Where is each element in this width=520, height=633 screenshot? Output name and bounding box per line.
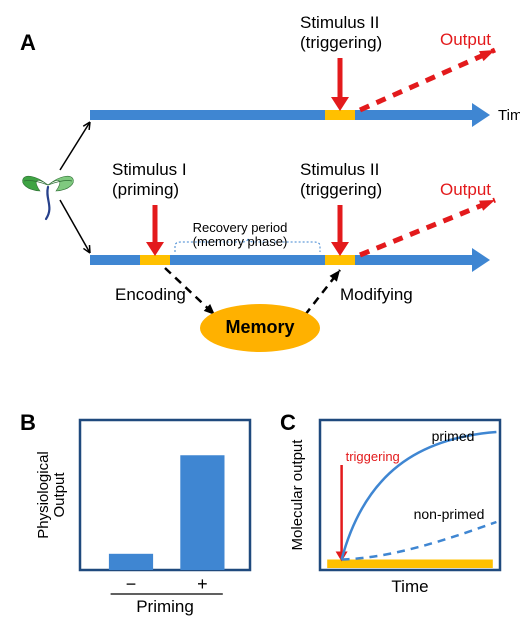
bar-1	[180, 455, 224, 570]
timeline-bottom	[90, 248, 490, 272]
nonprimed-label: non-primed	[414, 506, 485, 522]
label-stimulus-ii-top-1: Stimulus II	[300, 13, 379, 32]
label-encoding: Encoding	[115, 285, 186, 304]
label-memory: Memory	[225, 317, 294, 337]
panel-c-xlabel: Time	[391, 577, 428, 596]
label-modifying: Modifying	[340, 285, 413, 304]
label-stimulus-i-1: Stimulus I	[112, 160, 187, 179]
label-stimulus-i-2: (priming)	[112, 180, 179, 199]
label-stimulus-ii-bot-2: (triggering)	[300, 180, 382, 199]
stimulus-ii-top-arrow	[331, 58, 349, 111]
bar-label-1: +	[197, 574, 208, 594]
bar-label-0: −	[126, 574, 137, 594]
panel-b-ylabel-1: Output	[51, 472, 68, 518]
output-top-arrow	[360, 50, 495, 110]
stimulus-ii-bottom-arrow	[331, 205, 349, 256]
label-recovery-2: (memory phase)	[193, 234, 288, 249]
label-recovery-1: Recovery period	[193, 220, 288, 235]
label-stimulus-ii-bot-1: Stimulus II	[300, 160, 379, 179]
plant-icon	[23, 176, 74, 219]
stimulus-i-arrow	[146, 205, 164, 256]
panel-c-letter: C	[280, 410, 296, 435]
primed-label: primed	[432, 428, 475, 444]
label-stimulus-ii-top-2: (triggering)	[300, 33, 382, 52]
plant-to-bottom-arrow	[60, 200, 90, 253]
bar-0	[109, 554, 153, 570]
panel-b-chart: − + PhysiologicalOutput Priming	[35, 420, 250, 616]
timeline-top	[90, 103, 490, 127]
modifying-arrow	[305, 270, 340, 315]
label-output-bot: Output	[440, 180, 491, 199]
panel-b-letter: B	[20, 410, 36, 435]
panel-b-ylabel-0: Physiological	[35, 451, 52, 539]
panel-a-letter: A	[20, 30, 36, 55]
label-output-top: Output	[440, 30, 491, 49]
plant-to-top-arrow	[60, 122, 90, 170]
panel-c-chart: triggering primed non-primed Molecular outp…	[289, 420, 500, 596]
label-timeline: Timeline	[498, 107, 520, 124]
output-bottom-arrow	[360, 200, 495, 255]
panel-c-ylabel: Molecular output	[289, 439, 306, 551]
triggering-label: triggering	[346, 449, 400, 464]
panel-b-xlabel: Priming	[136, 597, 194, 616]
